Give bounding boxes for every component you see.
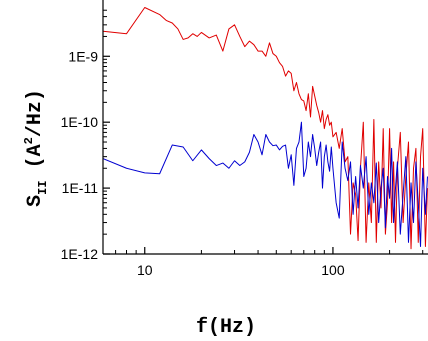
labels-layer: 1E-12 1E-11 1E-10 1E-9 10 100 f(Hz) SII (A2/Hz)	[22, 48, 345, 339]
y-axis-title-open: (A	[24, 144, 47, 180]
y-axis-title-superscript: 2	[22, 137, 36, 144]
x-tick-label: 10	[137, 262, 153, 278]
y-tick-label: 1E-12	[61, 246, 99, 262]
y-axis-title: SII (A2/Hz)	[22, 89, 50, 207]
y-axis-title-close: /Hz)	[24, 89, 47, 137]
y-tick-label: 1E-10	[61, 114, 99, 130]
x-tick-label: 100	[321, 262, 345, 278]
series-line-1	[103, 6, 428, 250]
axes-layer	[102, 0, 428, 255]
x-axis-title: f(Hz)	[196, 316, 256, 339]
y-tick-label: 1E-11	[62, 180, 99, 196]
series-line-2	[103, 121, 428, 247]
y-tick-label: 1E-9	[68, 48, 98, 64]
series-layer	[103, 6, 428, 250]
y-axis-title-main: S	[24, 195, 47, 207]
y-axis-title-subscript: II	[36, 180, 50, 194]
